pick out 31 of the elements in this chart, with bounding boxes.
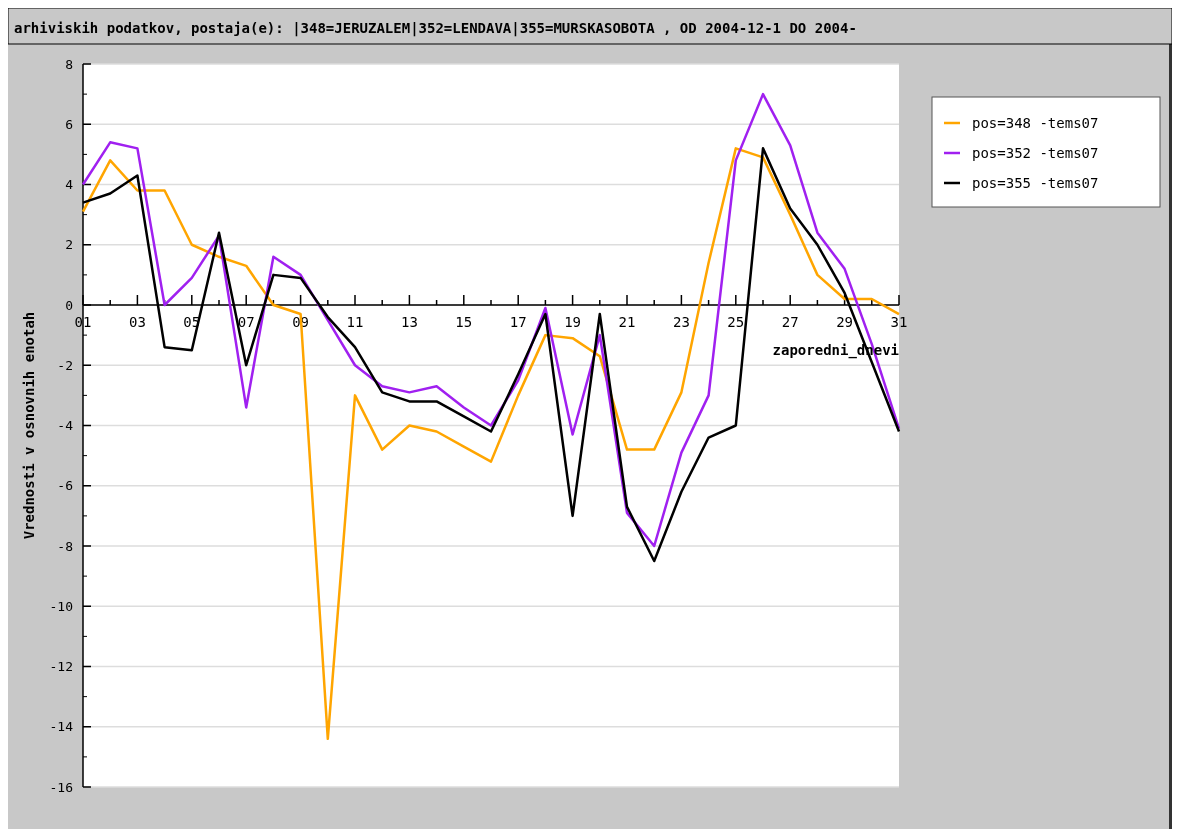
y-tick-label: 0	[65, 297, 73, 313]
y-tick-label: 2	[65, 237, 73, 253]
legend-label: pos=355 -tems07	[972, 174, 1099, 191]
legend-label: pos=348 -tems07	[972, 114, 1099, 131]
x-tick-label: 07	[237, 314, 255, 330]
x-tick-label: 21	[618, 314, 636, 330]
x-tick-label: 23	[672, 314, 690, 330]
y-tick-label: -2	[57, 357, 73, 373]
y-tick-label: -12	[49, 659, 73, 675]
x-tick-label: 31	[890, 314, 908, 330]
x-tick-label: 13	[400, 314, 418, 330]
x-tick-label: 27	[781, 314, 799, 330]
x-tick-label: 29	[836, 314, 854, 330]
y-tick-label: -10	[49, 598, 73, 614]
y-tick-label: -14	[49, 719, 74, 735]
x-tick-label: 17	[509, 314, 527, 330]
chart-title: arhiviskih podatkov, postaja(e): |348=JERUZALEM|352=LENDAVA|355=MURSKASOBOTA , OD 2004-12-1 DO 2004-	[14, 20, 857, 37]
x-tick-label: 03	[128, 314, 146, 330]
y-tick-label: -6	[57, 478, 73, 494]
y-tick-label: 6	[65, 116, 73, 132]
x-tick-label: 19	[564, 314, 582, 330]
x-tick-label: 15	[455, 314, 473, 330]
y-axis-title: Vrednosti v osnovnih enotah	[21, 311, 37, 540]
y-tick-label: -4	[57, 418, 74, 434]
y-tick-label: -8	[57, 538, 73, 554]
y-tick-label: -16	[49, 779, 73, 795]
y-tick-label: 4	[65, 177, 74, 193]
x-tick-label: 25	[727, 314, 745, 330]
y-tick-label: 8	[65, 56, 73, 72]
legend-label: pos=352 -tems07	[972, 144, 1099, 161]
x-tick-label: 11	[346, 314, 364, 330]
